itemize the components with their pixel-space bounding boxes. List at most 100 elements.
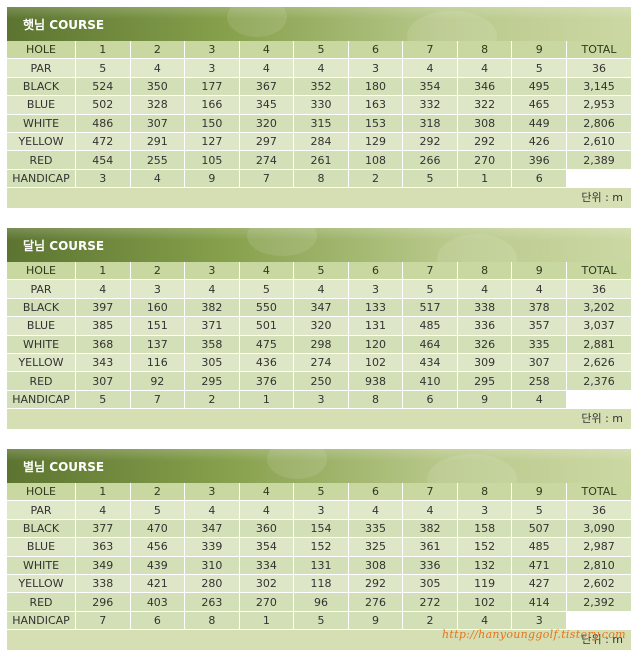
cell-hole-6: 2 <box>348 169 404 189</box>
cell-hole-9: 6 <box>511 169 567 189</box>
row-yellow: YELLOW 343 116 305 436 274 102 434 309 307 2,626 <box>7 353 631 373</box>
cell-total <box>566 169 631 189</box>
cell-hole-6: 120 <box>348 335 404 354</box>
row-handicap: HANDICAP 3 4 9 7 8 2 5 1 6 <box>7 169 631 189</box>
cell-hole-9: 5 <box>511 58 567 78</box>
cell-hole-7: 517 <box>402 298 458 318</box>
cell-total: 2,953 <box>566 95 631 115</box>
cell-hole-2: 4 <box>130 169 186 189</box>
scorecard-table: HOLE 1 2 3 4 5 6 7 8 9 TOTAL PAR 4 5 4 4 3 4 4 3 5 36 BLACK 377… <box>7 483 631 631</box>
watermark-url: http://hanyounggolf.tistory.com <box>442 628 626 641</box>
cell-hole-8: 308 <box>457 114 513 133</box>
cell-hole-7: 4 <box>402 58 458 78</box>
cell-hole-5: 154 <box>293 519 349 539</box>
cell-hole-2: 403 <box>130 592 186 612</box>
cell-hole-4: 354 <box>239 537 295 557</box>
cell-hole-3: 9 <box>184 169 240 189</box>
cell-hole-3: 105 <box>184 150 240 170</box>
row-white: WHITE 486 307 150 320 315 153 318 308 449 2,806 <box>7 114 631 133</box>
cell-hole-3: 310 <box>184 556 240 575</box>
row-label: WHITE <box>7 335 76 354</box>
cell-hole-2: 307 <box>130 114 186 133</box>
cell-hole-3: 166 <box>184 95 240 115</box>
cell-hole-3: 3 <box>184 483 240 502</box>
row-white: WHITE 368 137 358 475 298 120 464 326 335 2,881 <box>7 335 631 354</box>
cell-total: 2,626 <box>566 353 631 373</box>
cell-hole-5: 284 <box>293 132 349 152</box>
cell-hole-1: 349 <box>75 556 131 575</box>
row-label: HANDICAP <box>7 390 76 410</box>
row-hole: HOLE 1 2 3 4 5 6 7 8 9 TOTAL <box>7 262 631 281</box>
cell-hole-9: 3 <box>511 611 567 631</box>
cell-total: 36 <box>566 279 631 299</box>
cell-total: 3,202 <box>566 298 631 318</box>
cell-hole-3: 263 <box>184 592 240 612</box>
cell-total: 2,987 <box>566 537 631 557</box>
cell-hole-4: 4 <box>239 262 295 281</box>
cell-hole-6: 163 <box>348 95 404 115</box>
cell-hole-4: 1 <box>239 611 295 631</box>
cell-hole-9: 357 <box>511 316 567 336</box>
cell-hole-7: 6 <box>402 390 458 410</box>
cell-hole-1: 1 <box>75 41 131 60</box>
cell-total: 2,881 <box>566 335 631 354</box>
cell-hole-5: 5 <box>293 262 349 281</box>
row-label: BLUE <box>7 537 76 557</box>
cell-hole-5: 4 <box>293 58 349 78</box>
cell-hole-6: 8 <box>348 390 404 410</box>
cell-hole-1: 307 <box>75 371 131 391</box>
cell-hole-8: 346 <box>457 77 513 97</box>
cell-total: 36 <box>566 58 631 78</box>
row-label: WHITE <box>7 114 76 133</box>
cell-hole-1: 368 <box>75 335 131 354</box>
row-black: BLACK 377 470 347 360 154 335 382 158 507 3,090 <box>7 519 631 539</box>
course-header: 햇님 COURSE <box>7 7 631 41</box>
scorecard-table: HOLE 1 2 3 4 5 6 7 8 9 TOTAL PAR 4 3 4 5 4 3 5 4 4 36 BLACK 397… <box>7 262 631 410</box>
cell-hole-6: 102 <box>348 353 404 373</box>
cell-hole-7: 361 <box>402 537 458 557</box>
row-label: BLUE <box>7 316 76 336</box>
cell-hole-3: 4 <box>184 500 240 520</box>
cell-hole-3: 3 <box>184 41 240 60</box>
row-label: HANDICAP <box>7 611 76 631</box>
cell-hole-9: 9 <box>511 262 567 281</box>
cell-hole-5: 298 <box>293 335 349 354</box>
cell-hole-9: 4 <box>511 390 567 410</box>
course-title: 달님 COURSE <box>23 239 105 253</box>
cell-hole-9: 495 <box>511 77 567 97</box>
cell-hole-9: 449 <box>511 114 567 133</box>
cell-hole-6: 129 <box>348 132 404 152</box>
cell-hole-2: 5 <box>130 500 186 520</box>
cell-hole-2: 291 <box>130 132 186 152</box>
cell-hole-7: 434 <box>402 353 458 373</box>
cell-hole-3: 3 <box>184 58 240 78</box>
cell-hole-5: 347 <box>293 298 349 318</box>
cell-hole-6: 325 <box>348 537 404 557</box>
row-label: YELLOW <box>7 353 76 373</box>
row-label: HOLE <box>7 262 76 281</box>
cell-hole-7: 7 <box>402 262 458 281</box>
cell-total: 3,037 <box>566 316 631 336</box>
cell-total: 2,389 <box>566 150 631 170</box>
cell-total <box>566 390 631 410</box>
course-header: 달님 COURSE <box>7 228 631 262</box>
cell-hole-3: 305 <box>184 353 240 373</box>
cell-hole-4: 1 <box>239 390 295 410</box>
cell-hole-9: 335 <box>511 335 567 354</box>
cell-hole-2: 456 <box>130 537 186 557</box>
cell-hole-1: 397 <box>75 298 131 318</box>
cell-hole-5: 8 <box>293 169 349 189</box>
cell-hole-5: 320 <box>293 316 349 336</box>
cell-hole-5: 4 <box>293 279 349 299</box>
course-title: 햇님 COURSE <box>23 18 105 32</box>
cell-hole-5: 96 <box>293 592 349 612</box>
cell-hole-4: 334 <box>239 556 295 575</box>
cell-hole-3: 3 <box>184 262 240 281</box>
cell-hole-2: 2 <box>130 483 186 502</box>
cell-hole-4: 5 <box>239 279 295 299</box>
cell-hole-3: 295 <box>184 371 240 391</box>
cell-hole-3: 280 <box>184 574 240 594</box>
cell-total: 3,145 <box>566 77 631 97</box>
cell-hole-1: 5 <box>75 58 131 78</box>
cell-hole-9: 307 <box>511 353 567 373</box>
